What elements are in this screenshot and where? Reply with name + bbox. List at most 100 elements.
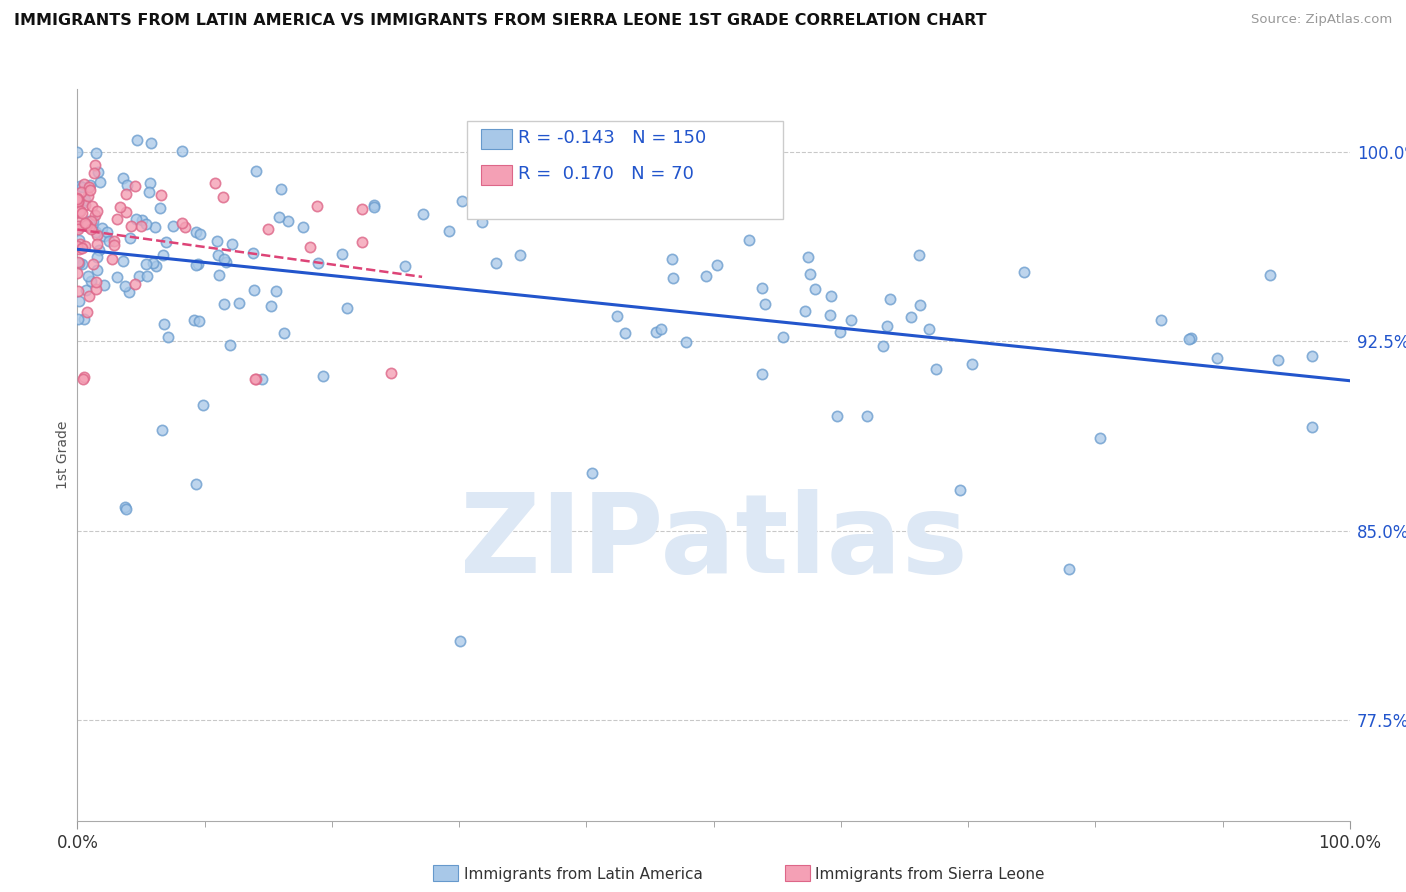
- Point: [193, 398, 215, 412]
- Point: [1267, 353, 1289, 368]
- Point: [73, 194, 96, 209]
- Point: [76, 188, 98, 202]
- Point: [925, 362, 948, 376]
- Point: [336, 301, 359, 315]
- Point: [76, 268, 98, 283]
- Y-axis label: 1st Grade: 1st Grade: [56, 421, 70, 489]
- Point: [114, 500, 136, 514]
- Point: [135, 257, 157, 271]
- Point: [89, 175, 111, 189]
- Point: [451, 194, 474, 208]
- Point: [75, 283, 97, 297]
- Point: [662, 271, 685, 285]
- Point: [79, 183, 101, 197]
- Point: [73, 312, 96, 326]
- Point: [1180, 331, 1202, 345]
- Point: [84, 145, 107, 160]
- Point: [661, 252, 683, 267]
- Point: [1301, 349, 1323, 363]
- Text: ZIPatlas: ZIPatlas: [460, 489, 967, 596]
- Point: [606, 309, 628, 323]
- Point: [706, 258, 728, 272]
- Point: [96, 226, 118, 240]
- Text: Immigrants from Latin America: Immigrants from Latin America: [464, 867, 703, 881]
- Point: [156, 330, 179, 344]
- Point: [86, 237, 108, 252]
- Point: [80, 199, 103, 213]
- Point: [66, 285, 89, 299]
- Point: [145, 259, 167, 273]
- Point: [115, 186, 138, 201]
- Point: [394, 259, 416, 273]
- Point: [66, 222, 89, 236]
- Point: [76, 304, 98, 318]
- Point: [66, 266, 89, 280]
- Point: [675, 334, 697, 349]
- Point: [186, 477, 208, 491]
- Point: [754, 297, 776, 311]
- Point: [67, 312, 90, 326]
- Point: [277, 213, 299, 227]
- Point: [67, 194, 90, 209]
- Point: [77, 220, 100, 235]
- Point: [67, 243, 90, 257]
- Point: [150, 423, 173, 437]
- Point: [73, 370, 96, 384]
- Point: [245, 164, 267, 178]
- Point: [907, 248, 929, 262]
- Point: [794, 304, 817, 318]
- Point: [103, 238, 125, 252]
- Point: [908, 298, 931, 312]
- Point: [242, 245, 264, 260]
- Point: [485, 256, 508, 270]
- Point: [219, 338, 242, 352]
- Point: [509, 248, 531, 262]
- Point: [825, 409, 848, 423]
- Point: [108, 200, 131, 214]
- Point: [80, 274, 103, 288]
- Point: [149, 202, 172, 216]
- Point: [215, 255, 238, 269]
- Point: [183, 313, 205, 327]
- Point: [66, 219, 89, 233]
- Point: [93, 228, 115, 243]
- Point: [70, 219, 93, 234]
- Point: [77, 180, 100, 194]
- Point: [839, 313, 862, 327]
- Point: [149, 188, 172, 202]
- Point: [751, 367, 773, 381]
- Point: [1301, 420, 1323, 434]
- Point: [82, 214, 104, 228]
- Point: [120, 219, 142, 233]
- Point: [900, 310, 922, 325]
- Point: [204, 176, 226, 190]
- Point: [695, 268, 717, 283]
- Point: [84, 275, 107, 289]
- Point: [872, 339, 894, 353]
- Point: [80, 222, 103, 236]
- Point: [152, 248, 174, 262]
- Point: [960, 357, 983, 371]
- Point: [243, 372, 266, 386]
- Point: [269, 211, 291, 225]
- Point: [250, 372, 273, 386]
- Point: [363, 200, 385, 214]
- Point: [86, 263, 108, 277]
- Point: [184, 225, 207, 239]
- Point: [412, 207, 434, 221]
- Point: [437, 224, 460, 238]
- Point: [72, 372, 94, 386]
- Point: [124, 178, 146, 193]
- Point: [73, 193, 96, 207]
- Point: [75, 218, 97, 232]
- Point: [136, 268, 159, 283]
- Point: [1088, 431, 1111, 445]
- Point: [803, 282, 825, 296]
- Point: [87, 165, 110, 179]
- Point: [105, 211, 128, 226]
- Point: [449, 633, 471, 648]
- Point: [212, 189, 235, 203]
- Point: [173, 219, 195, 234]
- Point: [139, 176, 162, 190]
- Point: [153, 317, 176, 331]
